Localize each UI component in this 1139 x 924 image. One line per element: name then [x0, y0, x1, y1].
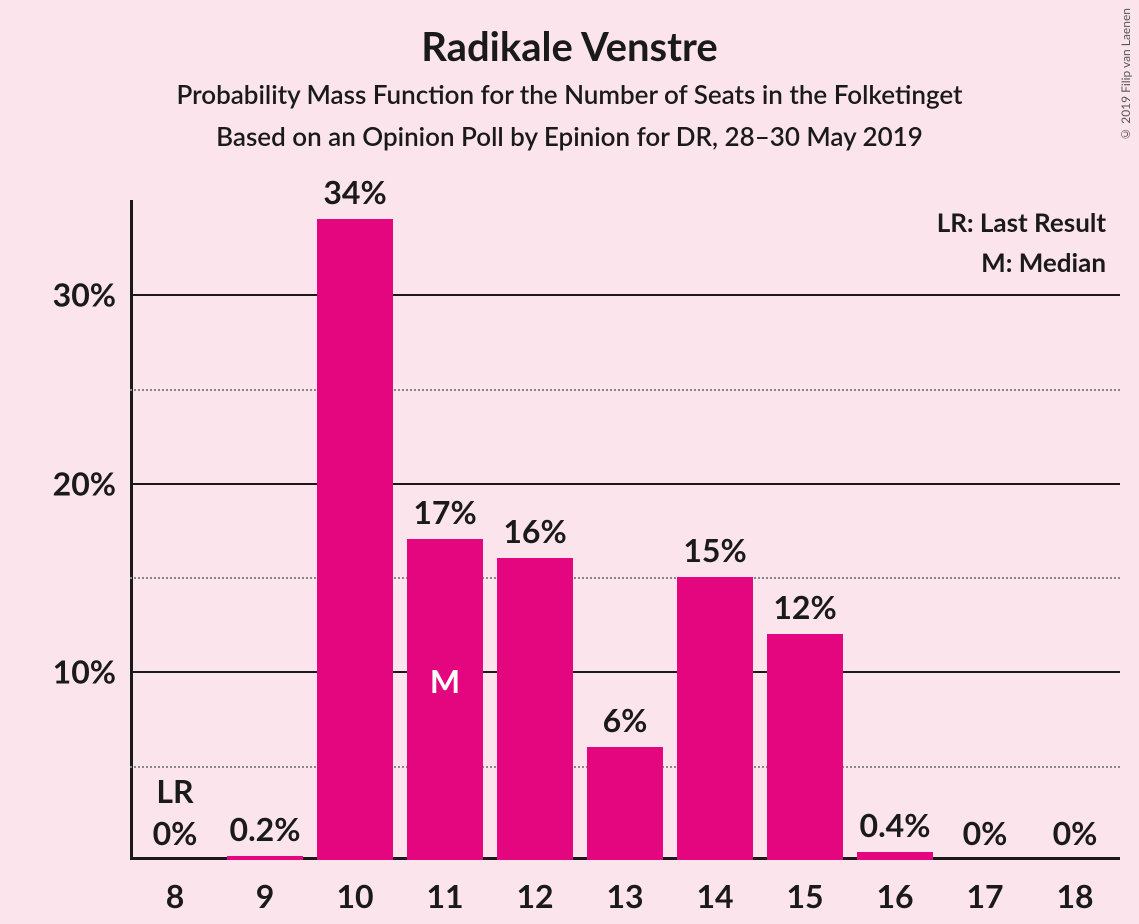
grid-major — [130, 294, 1120, 296]
last-result-marker: LR — [156, 771, 193, 810]
x-tick-label: 14 — [696, 860, 733, 915]
grid-minor — [130, 577, 1120, 579]
bar-value-label: 0.2% — [230, 809, 301, 848]
bar — [497, 558, 574, 860]
chart-subtitle-2: Based on an Opinion Poll by Epinion for … — [0, 120, 1139, 152]
legend-lr: LR: Last Result — [937, 206, 1106, 238]
x-tick-label: 17 — [966, 860, 1003, 915]
bar-value-label: 0% — [153, 813, 198, 852]
x-tick-label: 10 — [336, 860, 373, 915]
chart-title: Radikale Venstre — [0, 0, 1139, 78]
bar-value-label: 0.4% — [860, 805, 931, 844]
x-tick-label: 8 — [166, 860, 185, 915]
y-tick-label: 30% — [53, 275, 130, 314]
bar-value-label: 0% — [1053, 813, 1098, 852]
bar — [857, 852, 934, 860]
y-tick-label: 20% — [53, 463, 130, 502]
x-tick-label: 16 — [876, 860, 913, 915]
bar-value-label: 17% — [413, 492, 476, 531]
x-tick-label: 9 — [256, 860, 275, 915]
x-tick-label: 18 — [1056, 860, 1093, 915]
bar — [407, 539, 484, 860]
bar-value-label: 12% — [773, 587, 836, 626]
bar-value-label: 34% — [323, 172, 386, 211]
median-marker: M — [430, 661, 460, 700]
legend-median: M: Median — [937, 246, 1106, 278]
grid-major — [130, 483, 1120, 485]
bar — [677, 577, 754, 860]
chart-subtitle-1: Probability Mass Function for the Number… — [0, 78, 1139, 120]
x-tick-label: 12 — [516, 860, 553, 915]
bar — [317, 219, 394, 860]
y-tick-label: 10% — [53, 652, 130, 691]
x-tick-label: 13 — [606, 860, 643, 915]
copyright-text: © 2019 Filip van Laenen — [1118, 8, 1133, 142]
grid-minor — [130, 389, 1120, 391]
bar-value-label: 16% — [503, 511, 566, 550]
chart-plot-area: 10%20%30%0%80.2%934%1017%1116%126%1315%1… — [130, 200, 1120, 860]
legend: LR: Last Result M: Median — [937, 206, 1106, 278]
grid-major — [130, 671, 1120, 673]
y-axis — [130, 200, 133, 860]
bar-value-label: 15% — [683, 530, 746, 569]
bar-value-label: 6% — [603, 700, 648, 739]
x-tick-label: 11 — [426, 860, 463, 915]
bar — [767, 634, 844, 860]
x-tick-label: 15 — [786, 860, 823, 915]
bar — [587, 747, 664, 860]
bar-value-label: 0% — [963, 813, 1008, 852]
